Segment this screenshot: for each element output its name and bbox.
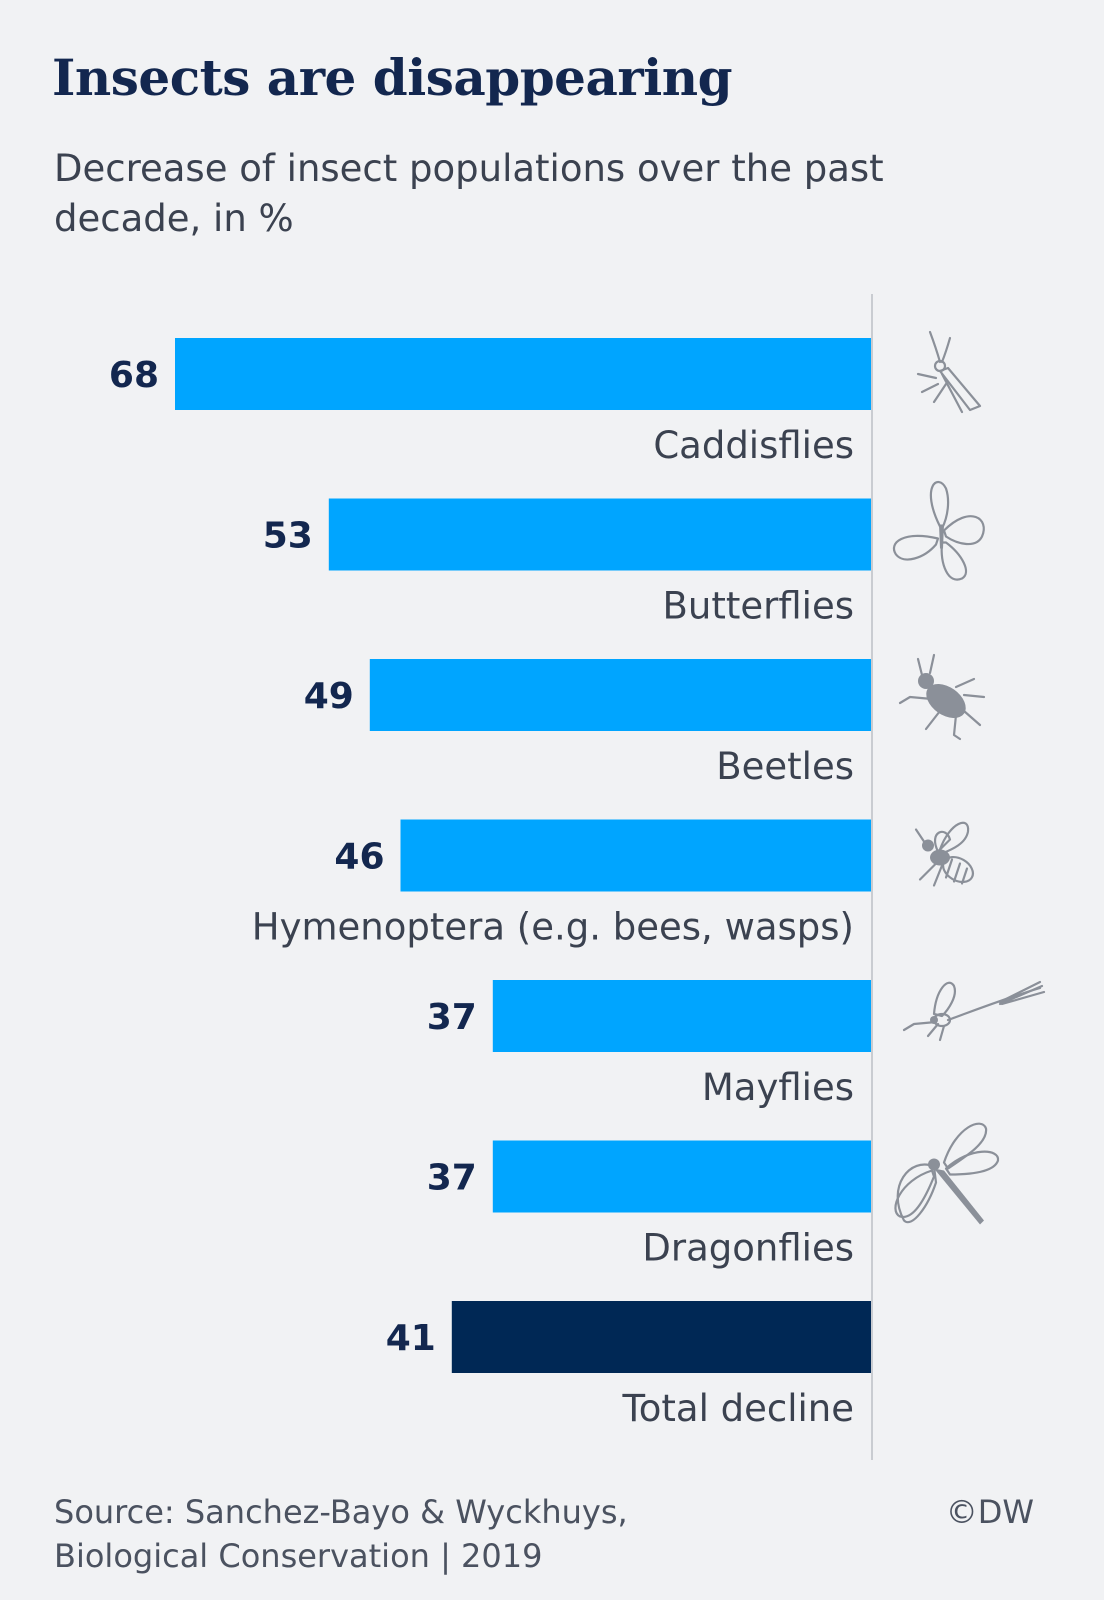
labels-layer: 68 Caddisflies 53 Butterflies 49 Beetles 46 Hym… <box>109 355 854 1430</box>
category-label: Dragonflies <box>642 1227 854 1270</box>
caddisfly-icon <box>916 330 982 414</box>
value-label: 46 <box>334 837 384 878</box>
bar-3 <box>400 819 872 892</box>
category-label: Total decline <box>621 1387 854 1430</box>
value-label: 41 <box>386 1318 436 1359</box>
dragonfly-icon <box>894 1122 1000 1225</box>
value-label: 68 <box>109 355 159 396</box>
mayfly-icon <box>902 980 1046 1042</box>
icons-layer <box>893 330 1046 1225</box>
chart-subtitle: Decrease of insect populations over the … <box>54 147 884 240</box>
category-label: Caddisflies <box>653 424 854 467</box>
category-label: Hymenoptera (e.g. bees, wasps) <box>252 906 854 949</box>
beetle-icon <box>898 653 986 741</box>
bar-chart: 68 Caddisflies 53 Butterflies 49 Beetles 46 Hym… <box>109 294 1046 1460</box>
bars-layer <box>175 338 873 1373</box>
copyright-credit: ©DW <box>945 1493 1034 1531</box>
butterfly-icon <box>893 481 985 581</box>
bar-4 <box>492 980 873 1052</box>
category-label: Beetles <box>716 745 854 788</box>
value-label: 37 <box>427 1158 477 1199</box>
bar-0 <box>175 338 872 410</box>
category-label: Butterflies <box>663 585 854 628</box>
source-line-1: Source: Sanchez-Bayo & Wyckhuys, <box>54 1493 628 1531</box>
value-label: 37 <box>427 997 477 1038</box>
chart-title: Insects are disappearing <box>52 48 733 107</box>
source-note: Source: Sanchez-Bayo & Wyckhuys, Biologi… <box>54 1490 628 1578</box>
category-label: Mayflies <box>702 1066 854 1109</box>
value-label: 49 <box>304 676 354 717</box>
source-line-2: Biological Conservation | 2019 <box>54 1537 543 1575</box>
value-label: 53 <box>263 516 313 557</box>
bar-1 <box>328 498 873 571</box>
bar-6 <box>451 1301 873 1373</box>
bar-2 <box>369 659 873 731</box>
bee-icon <box>914 821 975 887</box>
bar-5 <box>492 1140 873 1213</box>
